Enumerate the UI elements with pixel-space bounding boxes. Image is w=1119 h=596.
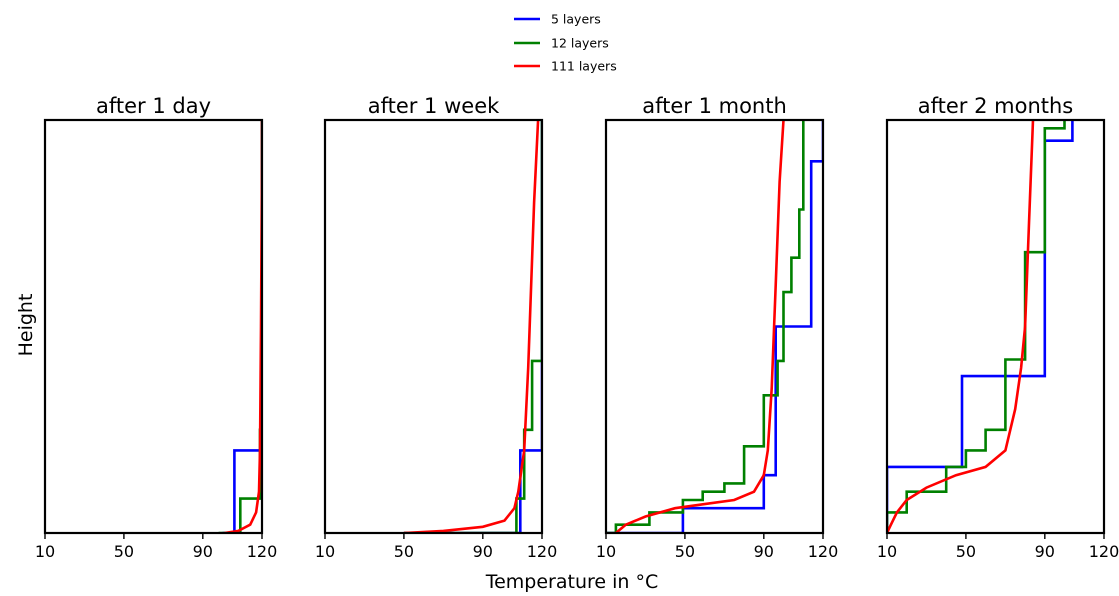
panel-title: after 2 months [918, 94, 1074, 118]
x-tick-label: 10 [35, 542, 55, 561]
axes-frame [604, 118, 825, 535]
x-tick-label: 90 [754, 542, 774, 561]
axes-frame [885, 118, 1106, 535]
panel-title: after 1 week [368, 94, 500, 118]
series-12-layers [887, 120, 1066, 533]
axes-frame [323, 118, 544, 535]
x-tick-label: 10 [596, 542, 616, 561]
x-tick-label: 50 [114, 542, 134, 561]
x-tick-label: 10 [315, 542, 335, 561]
x-tick-label: 50 [675, 542, 695, 561]
legend: 5 layers 12 layers 111 layers [514, 12, 617, 74]
series-12-layers [218, 120, 262, 533]
panel-after-1-month: after 1 month 10 50 90 120 [596, 94, 838, 561]
y-axis-label: Height [15, 294, 37, 357]
x-tick-label: 120 [1089, 542, 1119, 561]
series-111-layers [403, 120, 540, 533]
panel-after-1-day: after 1 day 10 50 90 120 [35, 94, 277, 561]
x-tick-label: 90 [193, 542, 213, 561]
x-axis-label: Temperature in °C [485, 571, 659, 593]
plot-area [403, 120, 542, 533]
x-tick-label: 90 [1035, 542, 1055, 561]
plot-area [218, 120, 262, 533]
x-tick-label: 120 [808, 542, 839, 561]
panel-title: after 1 month [642, 94, 787, 118]
x-tick-label: 120 [247, 542, 278, 561]
x-tick-label: 90 [473, 542, 493, 561]
series-5-layers [222, 120, 262, 533]
x-tick-label: 10 [877, 542, 897, 561]
x-tick-label: 50 [394, 542, 414, 561]
axes-frame [43, 118, 264, 535]
series-111-layers [887, 120, 1035, 533]
legend-label-111-layers: 111 layers [551, 59, 617, 74]
x-tick-label: 120 [527, 542, 558, 561]
panel-after-1-week: after 1 week 10 50 90 120 [315, 94, 557, 561]
x-tick-label: 50 [956, 542, 976, 561]
series-111-layers [615, 120, 785, 533]
legend-label-12-layers: 12 layers [551, 36, 609, 51]
series-111-layers [224, 120, 262, 533]
series-12-layers [403, 120, 542, 533]
plot-area [606, 120, 823, 533]
legend-label-5-layers: 5 layers [551, 12, 601, 27]
series-5-layers [887, 120, 1074, 533]
panel-after-2-months: after 2 months 10 50 90 120 [877, 94, 1119, 561]
series-5-layers [606, 120, 823, 533]
plot-area [887, 120, 1074, 533]
panel-title: after 1 day [96, 94, 211, 118]
